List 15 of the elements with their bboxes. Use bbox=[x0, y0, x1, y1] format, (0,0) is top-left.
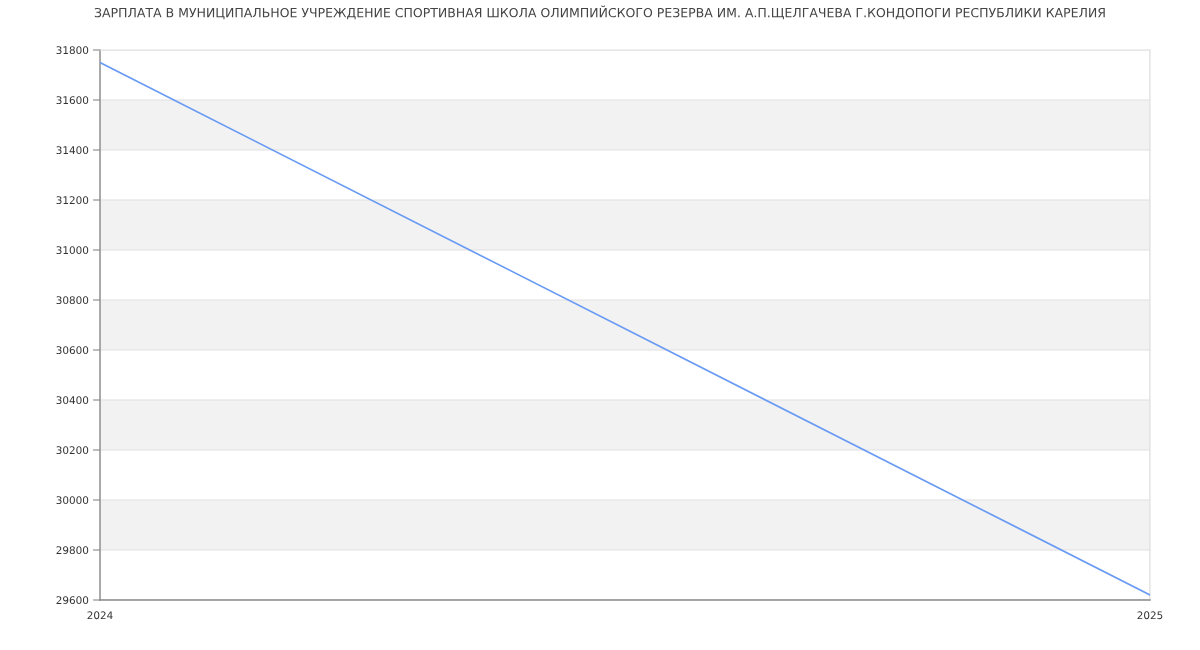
y-tick-label: 30800 bbox=[56, 296, 89, 305]
y-tick-label: 30600 bbox=[56, 346, 89, 355]
x-tick-label: 2025 bbox=[1137, 611, 1163, 620]
chart-title: ЗАРПЛАТА В МУНИЦИПАЛЬНОЕ УЧРЕЖДЕНИЕ СПОРТИВНАЯ ШКОЛА ОЛИМПИЙСКОГО РЕЗЕРВА ИМ. А.П.ЩЕЛГАЧЕВА Г.КОНДОПОГИ РЕСПУБЛИКИ КАРЕЛИЯ bbox=[94, 5, 1105, 20]
y-tick-label: 31200 bbox=[56, 196, 89, 205]
y-tick-label: 31600 bbox=[56, 96, 89, 105]
y-tick-label: 31000 bbox=[56, 246, 89, 255]
y-tick-label: 30000 bbox=[56, 496, 89, 505]
y-tick-label: 30400 bbox=[56, 396, 89, 405]
y-tick-label: 30200 bbox=[56, 446, 89, 455]
y-tick-label: 29600 bbox=[56, 596, 89, 605]
y-tick-label: 31400 bbox=[56, 146, 89, 155]
y-tick-label: 31800 bbox=[56, 46, 89, 55]
x-tick-label: 2024 bbox=[87, 611, 113, 620]
y-tick-label: 29800 bbox=[56, 546, 89, 555]
